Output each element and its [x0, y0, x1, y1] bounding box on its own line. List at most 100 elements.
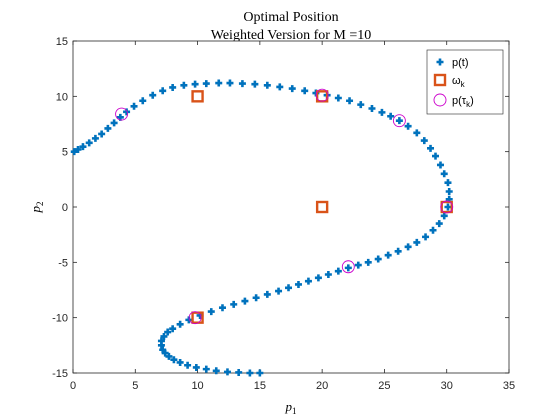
trajectory-point-61: [304, 277, 312, 285]
trajectory-point-38: [427, 144, 435, 152]
trajectory-point-83: [176, 358, 184, 366]
legend-symbol-tau: [433, 93, 447, 107]
legend-symbol-waypoint: [433, 73, 447, 87]
trajectory-point-88: [223, 368, 231, 376]
trajectory-point-13: [159, 87, 167, 95]
x-axis-label-subscript: 1: [292, 406, 297, 416]
trajectory-point-5: [98, 130, 106, 138]
trajectory-point-14: [169, 83, 177, 91]
y-axis-label-main: p: [28, 206, 43, 214]
legend-plus-marker: [436, 58, 444, 66]
trajectory-point-7: [110, 119, 118, 127]
trajectory-point-20: [238, 80, 246, 88]
y-tick-label-1: -10: [52, 313, 68, 325]
x-axis-label-main: p: [285, 399, 293, 414]
trajectory-point-11: [139, 97, 147, 105]
y-tick-label-6: 15: [56, 36, 68, 48]
trajectory-point-45: [444, 203, 452, 211]
trajectory-point-0: [70, 148, 78, 156]
trajectory-point-66: [252, 294, 260, 302]
chart-title: Optimal Position: [243, 10, 338, 25]
tau-marker-0: [115, 107, 129, 121]
trajectory-point-19: [226, 79, 234, 87]
x-tick-label-2: 10: [191, 380, 203, 392]
trajectory-point-82: [170, 356, 178, 364]
legend-label-waypoint: ωk: [452, 75, 466, 89]
legend-label-tau-end: ): [470, 95, 474, 107]
trajectory-point-42: [444, 179, 452, 187]
legend-label-trajectory: p(t): [452, 57, 469, 69]
trajectory-point-36: [413, 129, 421, 137]
trajectory-point-31: [368, 105, 376, 113]
trajectory-point-32: [378, 108, 386, 116]
legend-square-marker: [433, 73, 447, 87]
x-tick-label-5: 25: [378, 380, 390, 392]
trajectory-point-41: [440, 170, 448, 178]
trajectory-point-10: [130, 102, 138, 110]
trajectory-point-46: [440, 212, 448, 220]
trajectory-point-35: [404, 122, 412, 130]
trajectory-point-39: [432, 152, 440, 160]
trajectory-point-59: [324, 271, 332, 279]
y-tick-label-0: -15: [52, 368, 68, 380]
trajectory-point-56: [354, 261, 362, 269]
tau-marker-2: [392, 114, 406, 128]
trajectory-point-62: [294, 280, 302, 288]
trajectory-point-16: [191, 80, 199, 88]
trajectory-point-4: [91, 134, 99, 142]
trajectory-point-69: [218, 304, 226, 312]
waypoint-marker-0: [191, 90, 204, 103]
y-tick-label-3: 0: [62, 202, 68, 214]
trajectory-point-3: [85, 139, 93, 147]
trajectory-point-43: [445, 188, 453, 196]
trajectory-point-52: [394, 247, 402, 255]
data-marks: [70, 79, 454, 377]
tau-marker-1: [315, 88, 329, 102]
x-tick-label-1: 5: [132, 380, 138, 392]
trajectory-point-64: [275, 287, 283, 295]
trajectory-point-37: [420, 137, 428, 145]
axis-tick-labels: 0 5 10 15 20 25 30 35 -15 -10 -5 0 5 10 15: [52, 36, 515, 392]
trajectory-point-91: [256, 369, 264, 377]
legend-label-tau-main: p(τ: [452, 95, 467, 107]
trajectory-point-76: [160, 332, 168, 340]
trajectory-point-23: [276, 83, 284, 91]
tau-marker-5: [188, 311, 202, 325]
waypoint-marker-2: [440, 200, 453, 214]
trajectory-point-24: [288, 85, 296, 93]
chart-subtitle: Weighted Version for M =10: [211, 28, 372, 43]
trajectory-point-73: [176, 320, 184, 328]
trajectory-point-49: [422, 233, 430, 241]
trajectory-point-81: [165, 352, 173, 360]
trajectory-point-84: [184, 361, 192, 369]
trajectory-point-86: [202, 365, 210, 373]
trajectory-point-29: [346, 97, 354, 105]
tau-marker-3: [440, 200, 454, 214]
trajectory-point-85: [192, 363, 200, 371]
trajectory-point-2: [79, 143, 87, 151]
x-tick-label-0: 0: [70, 380, 76, 392]
trajectory-point-48: [429, 226, 437, 234]
trajectory-point-67: [241, 297, 249, 305]
trajectory-point-33: [387, 112, 395, 120]
trajectory-point-50: [413, 238, 421, 246]
legend-circle-marker: [433, 93, 447, 107]
trajectory-point-68: [230, 300, 238, 308]
legend-label-tau: p(τk): [452, 95, 474, 109]
trajectory-point-1: [74, 145, 82, 153]
trajectory-point-74: [169, 325, 177, 333]
legend-symbol-trajectory: [436, 58, 444, 66]
legend-label-waypoint-main: ω: [452, 75, 461, 87]
legend: p(t) ωk p(τk): [426, 49, 504, 115]
x-axis-label: p1: [285, 399, 297, 416]
trajectory-point-70: [207, 308, 215, 316]
y-axis-label: p2: [28, 202, 45, 214]
y-tick-label-2: -5: [58, 257, 68, 269]
trajectory-point-25: [301, 87, 309, 95]
x-tick-label-4: 20: [316, 380, 328, 392]
y-axis-label-subscript: 2: [35, 202, 45, 207]
trajectory-point-18: [215, 79, 223, 87]
legend-label-waypoint-subscript: k: [461, 80, 466, 89]
trajectory-point-30: [357, 101, 365, 109]
